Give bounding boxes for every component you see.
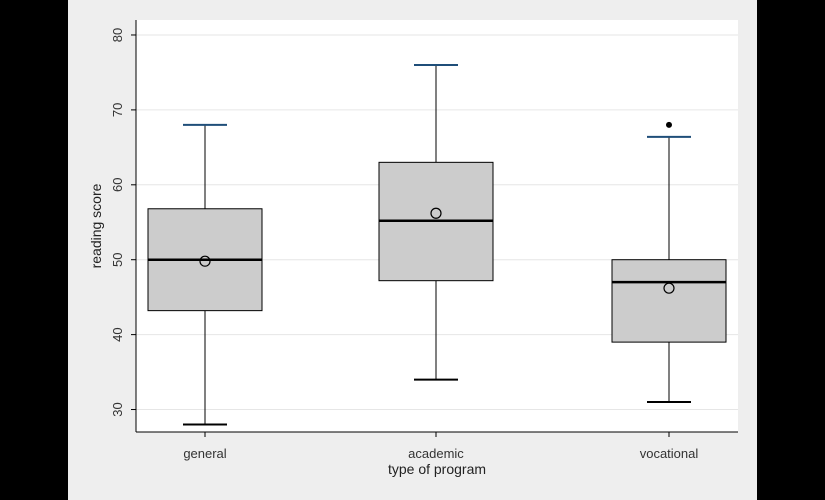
- outlier-point: [666, 121, 672, 128]
- mean-marker: [199, 255, 211, 267]
- mean-marker: [663, 282, 675, 294]
- y-tick-label: 80: [110, 28, 125, 42]
- x-axis-title: type of program: [388, 461, 486, 477]
- box-academic: [378, 63, 494, 381]
- y-tick-label: 70: [110, 103, 125, 117]
- boxes: [147, 63, 727, 426]
- chart-frame: 30 40 50 60 70 80 general academic vocational r…: [68, 0, 757, 500]
- y-axis-ticks: 30 40 50 60 70 80: [110, 28, 136, 417]
- y-tick-label: 60: [110, 178, 125, 192]
- x-tick-label: general: [183, 446, 226, 461]
- mean-marker: [430, 207, 442, 219]
- y-axis-title: reading score: [88, 183, 104, 268]
- x-tick-label: vocational: [640, 446, 699, 461]
- boxplot-chart: 30 40 50 60 70 80 general academic vocational r…: [88, 20, 738, 477]
- x-tick-label: academic: [408, 446, 464, 461]
- y-tick-label: 50: [110, 252, 125, 266]
- iqr-box: [611, 259, 727, 343]
- box-general: [147, 123, 263, 426]
- box-vocational: [611, 121, 727, 404]
- y-tick-label: 30: [110, 402, 125, 416]
- x-axis-ticks: general academic vocational: [183, 432, 698, 461]
- y-tick-label: 40: [110, 327, 125, 341]
